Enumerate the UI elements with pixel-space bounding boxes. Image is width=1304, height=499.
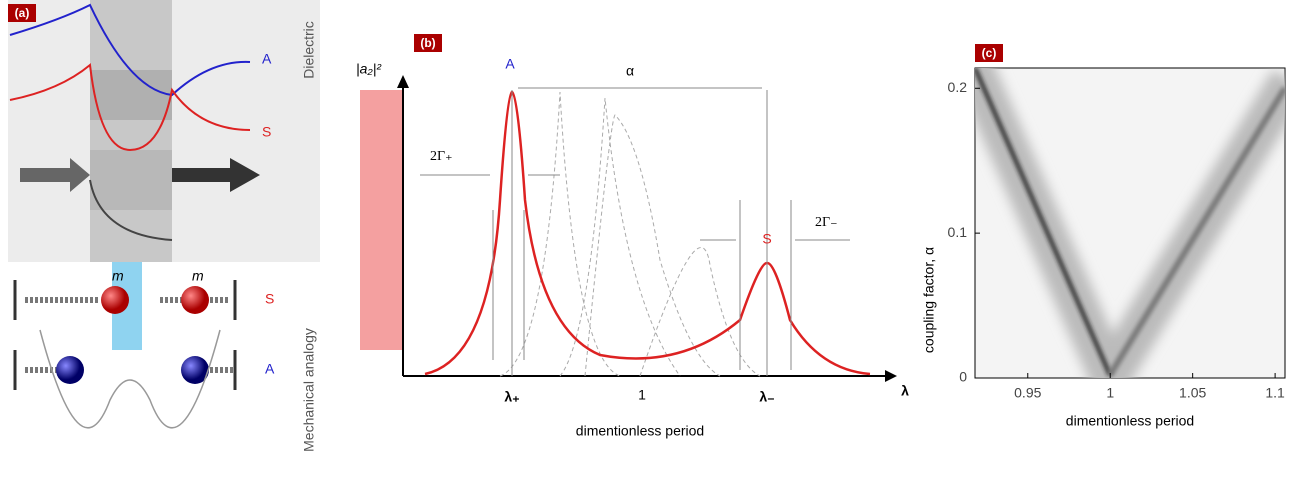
spectrum-curve <box>424 90 871 376</box>
panel-label: (a) <box>15 6 30 20</box>
peak-label: A <box>505 56 515 72</box>
y-label: coupling factor, α <box>921 247 937 353</box>
y-tick-label: 0.2 <box>948 79 968 95</box>
width-label: 2Γ₊ <box>430 149 452 164</box>
panel-badge <box>975 44 1003 62</box>
arrow <box>397 75 409 88</box>
axis-symbol: λ <box>901 383 909 399</box>
curve <box>89 179 173 241</box>
panel-badge <box>414 34 442 52</box>
curve-label: S <box>262 124 271 140</box>
width-arrow <box>420 174 850 241</box>
branch <box>975 68 1112 376</box>
mass <box>181 286 209 314</box>
mass-label: m <box>112 268 124 284</box>
x-label: dimentionless period <box>1066 413 1194 429</box>
y-tick-label: 0.1 <box>948 224 968 240</box>
x-mark: 1 <box>638 387 646 403</box>
side-label: Mechanical analogy <box>301 328 317 452</box>
panel-b: (b) |a₂|² A S α 2Γ₊ 2Γ₋ λ₊ 1 λ₋ λ diment… <box>356 34 909 439</box>
layer <box>90 0 172 262</box>
arrow <box>885 370 897 382</box>
x-tick-label: 1.05 <box>1179 385 1206 401</box>
guide <box>492 90 792 376</box>
y-label: |a₂|² <box>356 61 382 77</box>
peak-label: S <box>762 231 771 247</box>
x-mark: λ₋ <box>759 389 774 405</box>
branch <box>1107 86 1285 377</box>
mass <box>101 286 129 314</box>
alpha-label: α <box>626 63 634 79</box>
curve-label: A <box>262 51 272 67</box>
band <box>360 90 402 350</box>
y-tick-label: 0 <box>959 369 967 385</box>
mass <box>181 356 209 384</box>
curve-s <box>9 63 251 152</box>
panel-label: (b) <box>420 36 435 50</box>
potential <box>39 329 221 429</box>
row-label: A <box>265 361 275 377</box>
layer <box>90 70 172 120</box>
panel-label: (c) <box>982 46 997 60</box>
panel-c: (c) dimentionless period coupling factor… <box>921 44 1286 429</box>
panel-a: A S Dielectric Mechanical analogy (a) m … <box>8 0 320 452</box>
x-tick-label: 0.95 <box>1014 385 1041 401</box>
panel-badge <box>8 4 36 22</box>
side-label: Dielectric <box>301 21 317 79</box>
x-tick-label: 1 <box>1106 385 1114 401</box>
wall <box>13 280 237 390</box>
curve-a <box>9 3 251 97</box>
mass-label: m <box>192 268 204 284</box>
x-label: dimentionless period <box>576 423 704 439</box>
arrow <box>20 158 90 192</box>
layer <box>90 150 172 210</box>
width-label: 2Γ₋ <box>815 215 837 230</box>
row-label: S <box>265 291 274 307</box>
x-mark: λ₊ <box>504 389 519 405</box>
reference-curve <box>499 91 761 377</box>
mass <box>56 356 84 384</box>
x-tick-label: 1.1 <box>1265 385 1285 401</box>
arrow <box>172 158 260 192</box>
